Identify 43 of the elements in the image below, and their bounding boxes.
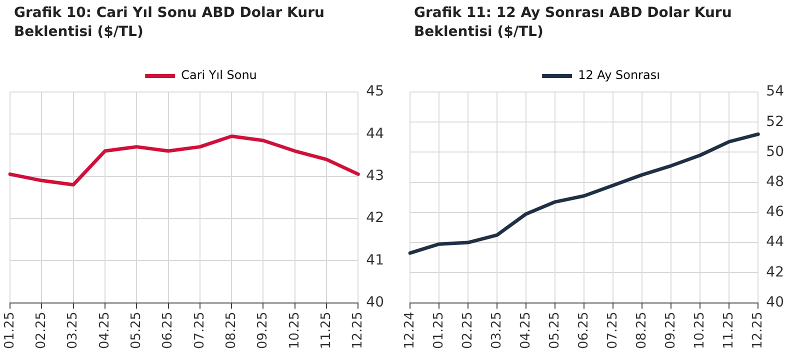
x-tick-label: 10.25 [287,312,302,349]
y-tick-label: 48 [766,174,784,190]
chart-title: Grafik 10: Cari Yıl Sonu ABD Dolar Kuru Beklentisi ($/TL) [13,4,326,42]
x-tick-label: 12.25 [350,312,366,349]
x-tick-label: 01.25 [2,312,18,349]
y-tick-label: 40 [766,294,784,310]
y-tick-label: 41 [366,252,384,268]
legend-label: Cari Yıl Sonu [181,68,257,82]
y-tick-label: 44 [766,234,784,250]
y-tick-label: 46 [766,204,784,220]
x-tick-label: 05.25 [547,312,562,349]
chart-title: Grafik 11: 12 Ay Sonrası ABD Dolar Kuru Beklentisi ($/TL) [413,4,733,42]
y-tick-label: 54 [766,84,784,100]
x-tick-label: 03.25 [66,312,81,349]
x-tick-label: 03.25 [489,312,504,349]
y-tick-label: 42 [766,264,784,280]
x-tick-label: 04.25 [518,312,534,349]
y-tick-label: 42 [366,210,384,226]
x-tick-label: 06.25 [576,312,592,349]
y-tick-label: 52 [766,114,784,130]
x-tick-label: 07.25 [192,312,208,349]
x-tick-label: 09.25 [256,312,271,349]
legend-label: 12 Ay Sonrası [578,68,660,82]
y-tick-label: 45 [366,84,384,100]
x-tick-label: 02.25 [460,312,476,349]
y-tick-label: 43 [366,168,384,184]
x-tick-label: 02.25 [34,312,50,349]
x-tick-label: 11.25 [318,312,334,349]
y-tick-label: 50 [766,144,784,160]
x-tick-label: 11.25 [722,312,737,349]
x-tick-label: 08.25 [634,312,650,349]
x-tick-label: 05.25 [128,312,144,349]
y-tick-label: 44 [366,126,384,142]
x-tick-label: 09.25 [664,312,679,349]
y-tick-label: 40 [366,294,384,310]
x-tick-label: 12.25 [750,312,766,349]
x-tick-label: 01.25 [431,312,446,349]
x-tick-label: 04.25 [97,312,112,349]
x-tick-label: 10.25 [692,312,708,349]
x-tick-label: 12.24 [402,312,418,349]
x-tick-label: 07.25 [605,312,620,349]
x-tick-label: 08.25 [224,312,239,349]
x-tick-label: 06.25 [160,312,176,349]
